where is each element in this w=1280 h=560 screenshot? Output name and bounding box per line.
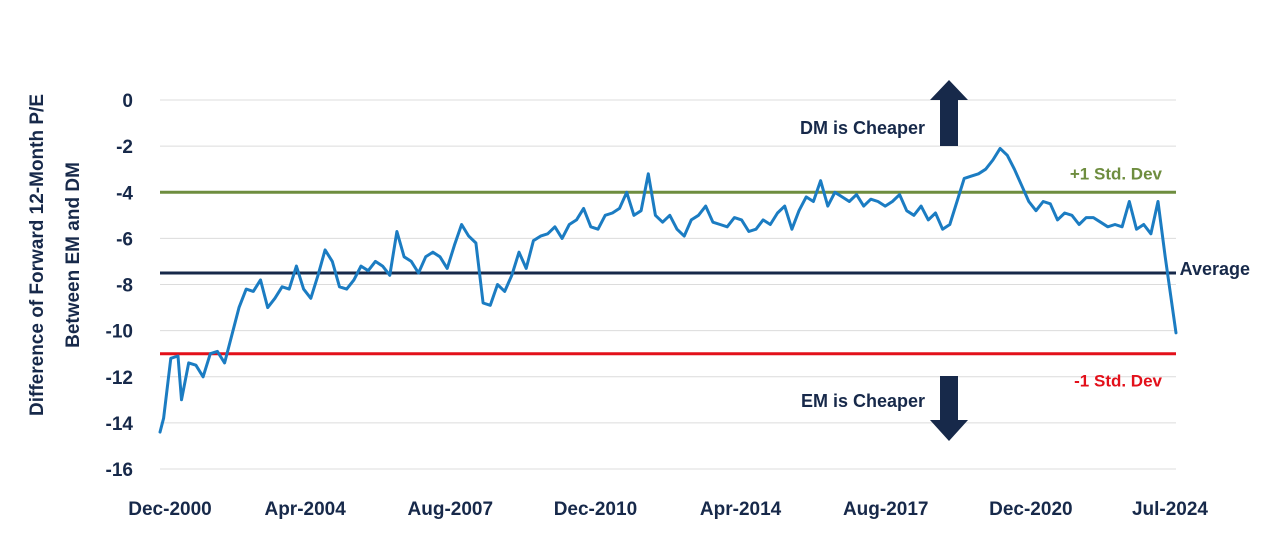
- x-tick-label: Aug-2007: [408, 499, 494, 520]
- y-tick-label: -8: [116, 276, 133, 297]
- series-line-0: [158, 146, 1178, 434]
- y-tick-label: -4: [116, 183, 133, 204]
- y-tick-label: -14: [106, 414, 134, 435]
- arrow-up-icon: [930, 80, 968, 146]
- y-tick-label: -2: [116, 137, 133, 158]
- x-tick-label: Aug-2017: [843, 499, 929, 520]
- x-tick-label: Dec-2020: [989, 499, 1072, 520]
- y-axis-ticks: 0 -2 -4 -6 -8 -10 -12 -14 -16: [106, 91, 134, 481]
- x-tick-label: Jul-2024: [1132, 499, 1208, 520]
- em-cheaper-label: EM is Cheaper: [801, 391, 925, 411]
- y-tick-label: -10: [106, 322, 133, 343]
- reference-lines: [160, 190, 1176, 356]
- ref-label-average: Average: [1180, 259, 1250, 279]
- x-tick-label: Apr-2004: [264, 499, 346, 520]
- reference-line-labels: +1 Std. Dev Average -1 Std. Dev: [1070, 164, 1250, 390]
- x-axis-ticks: Dec-2000 Apr-2004 Aug-2007 Dec-2010 Apr-2014…: [128, 499, 1208, 520]
- arrow-down-icon: [930, 376, 968, 441]
- y-tick-label: 0: [122, 91, 133, 112]
- dm-cheaper-label: DM is Cheaper: [800, 118, 925, 138]
- series-layer: [158, 146, 1178, 434]
- y-axis-label-line-1: Difference of Forward 12-Month P/E: [27, 94, 48, 416]
- y-tick-label: -6: [116, 229, 133, 250]
- y-axis-label-line-2: Between EM and DM: [63, 162, 84, 348]
- ref-label-plus_std: +1 Std. Dev: [1070, 164, 1163, 183]
- dm-cheaper-annotation: DM is Cheaper: [800, 80, 968, 146]
- x-tick-label: Dec-2000: [128, 499, 211, 520]
- x-tick-label: Dec-2010: [554, 499, 637, 520]
- y-tick-label: -16: [106, 460, 133, 481]
- y-tick-label: -12: [106, 368, 133, 389]
- grid-lines: [160, 99, 1176, 470]
- ref-label-minus_std: -1 Std. Dev: [1074, 372, 1162, 391]
- em-cheaper-annotation: EM is Cheaper: [801, 376, 968, 441]
- x-tick-label: Apr-2014: [700, 499, 782, 520]
